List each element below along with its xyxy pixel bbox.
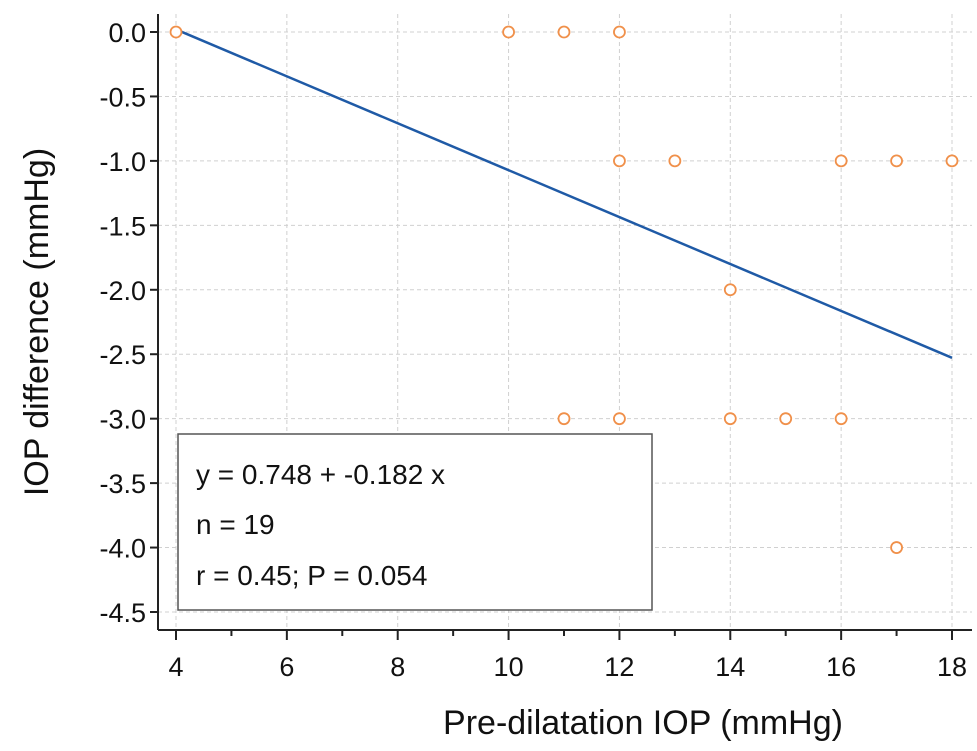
data-point xyxy=(945,154,959,168)
x-tick-label: 12 xyxy=(604,652,634,682)
axes xyxy=(150,14,972,640)
data-point xyxy=(668,154,682,168)
data-point xyxy=(834,412,848,426)
data-point xyxy=(723,412,737,426)
data-point xyxy=(779,412,793,426)
y-tick-label: -0.5 xyxy=(99,82,146,112)
y-tick-label: 0.0 xyxy=(108,18,146,48)
y-tick-label: -1.0 xyxy=(99,147,146,177)
data-point xyxy=(723,283,737,297)
data-point xyxy=(613,154,626,168)
data-point xyxy=(557,25,571,39)
x-tick-label: 10 xyxy=(494,652,524,682)
y-tick-label: -4.0 xyxy=(99,534,146,564)
data-point xyxy=(890,541,903,554)
y-tick-label: -3.0 xyxy=(99,405,146,435)
annotation-frame xyxy=(177,433,653,611)
x-axis-title: Pre-dilatation IOP (mmHg) xyxy=(443,704,843,742)
x-tick-label: 14 xyxy=(715,652,745,682)
x-tick-labels: 4 6 8 10 12 14 16 18 xyxy=(168,652,967,682)
x-tick-label: 4 xyxy=(168,652,183,682)
annotation-n: n = 19 xyxy=(196,509,275,540)
x-tick-label: 6 xyxy=(279,652,294,682)
data-point xyxy=(557,412,571,426)
y-tick-label: -1.5 xyxy=(99,211,146,241)
x-tick-label: 18 xyxy=(937,652,967,682)
y-tick-label: -4.5 xyxy=(99,598,146,628)
regression-line xyxy=(175,28,953,359)
data-point xyxy=(613,412,626,426)
data-point xyxy=(890,154,903,168)
y-tick-label: -2.0 xyxy=(99,276,146,306)
y-axis-title: IOP difference (mmHg) xyxy=(18,148,56,496)
data-point xyxy=(169,25,183,39)
x-tick-label: 8 xyxy=(390,652,405,682)
annotation-r-p: r = 0.45; P = 0.054 xyxy=(196,560,427,591)
data-point xyxy=(502,25,515,39)
annotation-box: y = 0.748 + -0.182 x n = 19 r = 0.45; P … xyxy=(177,433,653,611)
data-point xyxy=(613,25,626,39)
y-tick-label: -3.5 xyxy=(99,469,146,499)
annotation-equation: y = 0.748 + -0.182 x xyxy=(196,459,445,490)
data-points xyxy=(169,25,959,554)
y-tick-labels: 0.0 -0.5 -1.0 -1.5 -2.0 -2.5 -3.0 -3.5 -4.0 -4.5 xyxy=(99,18,146,628)
regression-line-group xyxy=(175,28,953,359)
x-tick-label: 16 xyxy=(826,652,856,682)
y-tick-label: -2.5 xyxy=(99,340,146,370)
data-point xyxy=(834,154,848,168)
